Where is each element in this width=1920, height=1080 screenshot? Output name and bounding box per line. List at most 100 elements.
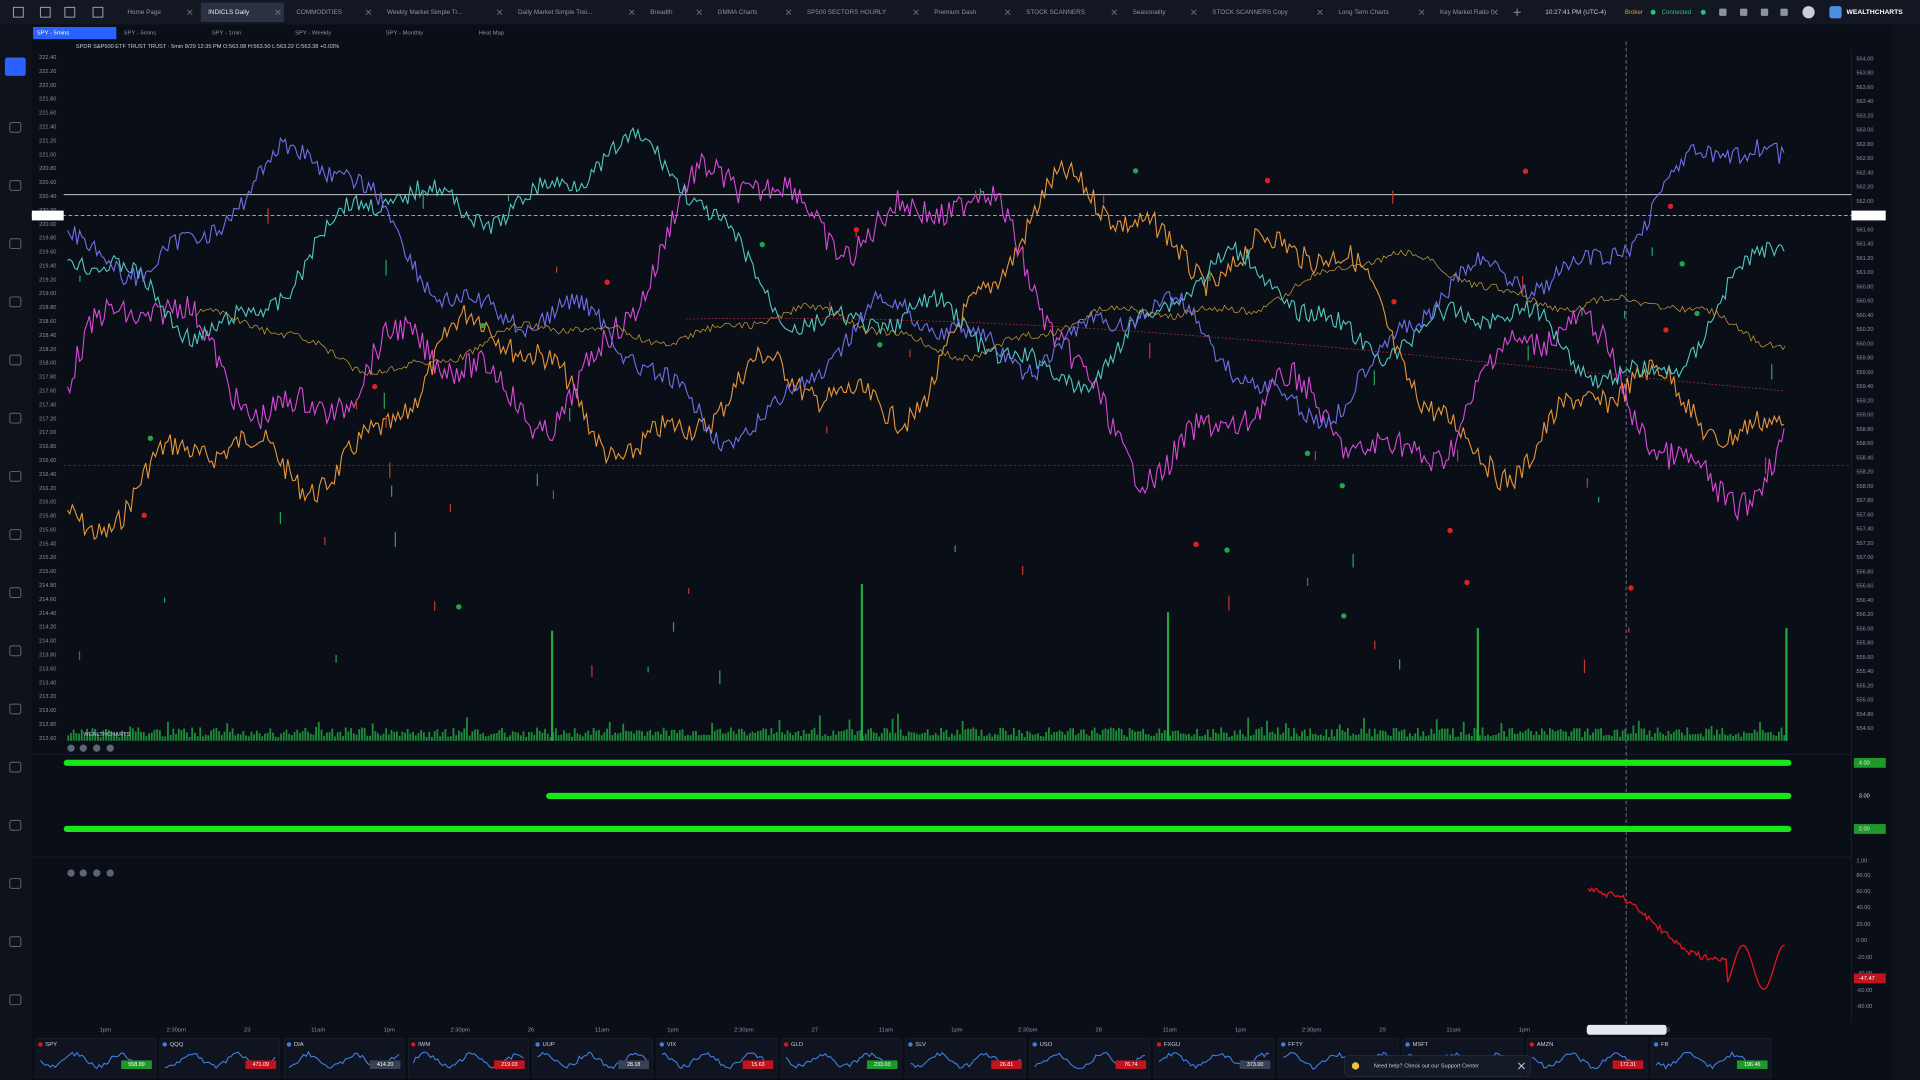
tab[interactable]: Breadth xyxy=(650,9,673,16)
candle xyxy=(569,407,571,422)
volume-bar xyxy=(1395,728,1398,741)
header-icon[interactable] xyxy=(1760,8,1769,16)
indicator-label: 3.00 xyxy=(1859,793,1870,799)
tab[interactable]: GMMA Charts xyxy=(718,9,758,16)
header-icon[interactable] xyxy=(1719,8,1727,16)
chart-tab[interactable]: SPY - Weekly xyxy=(295,31,331,37)
tab[interactable]: Premium Dash xyxy=(934,9,977,16)
volume-bar xyxy=(1452,728,1454,741)
tool-icon[interactable] xyxy=(9,529,22,540)
watchlist-cell[interactable] xyxy=(532,1038,653,1078)
tool-icon[interactable] xyxy=(9,819,22,831)
pane-control[interactable] xyxy=(93,744,101,752)
toolbar-icon[interactable] xyxy=(12,6,24,18)
candle xyxy=(267,208,269,224)
volume-bar xyxy=(404,732,406,741)
watch-price: 558.89 xyxy=(128,1062,144,1068)
pane-control[interactable] xyxy=(93,869,101,877)
chart-tab[interactable]: SPY - Monthly xyxy=(386,31,423,37)
header-icon[interactable] xyxy=(1740,8,1748,16)
right-price-label: 555.00 xyxy=(1856,698,1873,704)
volume-bar xyxy=(576,733,579,741)
watchlist-cell[interactable] xyxy=(1650,1038,1772,1078)
chart-tab[interactable]: SPY - 5mins xyxy=(37,31,70,37)
volume-bar xyxy=(544,728,546,741)
tool-icon[interactable] xyxy=(9,994,22,1006)
pane-control[interactable] xyxy=(79,869,87,877)
tab[interactable]: COMMODITIES xyxy=(296,9,342,16)
volume-bar xyxy=(476,729,479,741)
left-price-label: 217.40 xyxy=(39,402,56,408)
volume-spike xyxy=(1785,628,1788,741)
chart-tab[interactable]: SPY - 1min xyxy=(212,31,242,37)
watchlist-cell[interactable] xyxy=(283,1038,405,1078)
indicator-label-bg xyxy=(1853,757,1886,768)
tool-icon[interactable] xyxy=(9,238,22,250)
watchlist-cell[interactable] xyxy=(780,1038,902,1078)
help-popup[interactable] xyxy=(1344,1055,1531,1077)
volume-bar xyxy=(88,736,91,741)
tool-icon[interactable] xyxy=(9,354,22,366)
volume-bar xyxy=(721,733,724,741)
pane-control[interactable] xyxy=(79,744,87,752)
toolbar-icon[interactable] xyxy=(64,6,76,18)
volume-bar xyxy=(1322,735,1325,741)
tab[interactable]: Long Term Charts xyxy=(1338,9,1388,16)
tab[interactable]: SP500 SECTORS HOURLY xyxy=(807,9,887,16)
indicator-bar xyxy=(63,825,1792,833)
tab[interactable]: Daily Market Simple Trei... xyxy=(518,9,592,16)
volume-bar xyxy=(1651,736,1654,741)
watchlist-cell[interactable] xyxy=(1153,1038,1275,1078)
pane-control[interactable] xyxy=(106,869,114,877)
tool-icon[interactable] xyxy=(9,470,22,482)
volume-bar xyxy=(115,732,118,741)
watchlist-cell[interactable] xyxy=(35,1038,156,1078)
volume-bar xyxy=(1543,731,1546,741)
signal-dot xyxy=(1667,203,1674,209)
tab[interactable]: INDICLS Daily xyxy=(208,9,250,16)
volume-bar xyxy=(1381,730,1384,741)
avatar[interactable] xyxy=(1802,6,1815,19)
volume-bar xyxy=(641,731,643,741)
tab[interactable]: STOCK SCANNERS xyxy=(1026,9,1085,16)
volume-bar xyxy=(156,729,159,741)
tool-icon[interactable] xyxy=(9,296,22,308)
volume-bar xyxy=(1328,737,1330,741)
left-price-label: 213.40 xyxy=(39,680,56,686)
toolbar-icon[interactable] xyxy=(39,6,51,18)
sidebar-add[interactable] xyxy=(4,57,26,76)
volume-bar xyxy=(1320,734,1322,741)
tool-icon[interactable] xyxy=(9,761,22,773)
tool-icon[interactable] xyxy=(9,180,22,191)
volume-bar xyxy=(592,727,595,741)
toolbar-icon[interactable] xyxy=(92,6,104,18)
tab[interactable]: Key Market Ratio I xyxy=(1440,9,1493,16)
header-icon[interactable] xyxy=(1780,8,1788,16)
pane-control[interactable] xyxy=(106,744,114,752)
candle xyxy=(672,622,675,632)
tool-icon[interactable] xyxy=(9,412,22,424)
tool-icon[interactable] xyxy=(9,587,22,599)
volume-bar xyxy=(366,735,369,741)
tab[interactable]: STOCK SCANNERS Copy xyxy=(1212,9,1288,16)
tool-icon[interactable] xyxy=(9,703,22,715)
watchlist-cell[interactable] xyxy=(905,1038,1026,1078)
volume-bar xyxy=(686,734,689,741)
chart-tab[interactable]: SPY - 5mins xyxy=(124,31,157,37)
tool-icon[interactable] xyxy=(9,645,22,657)
tool-icon[interactable] xyxy=(9,878,22,889)
candle xyxy=(1586,478,1588,488)
tab[interactable]: Home Page xyxy=(127,9,161,16)
tab[interactable]: Seasonality xyxy=(1133,9,1167,16)
volume-bar xyxy=(506,737,509,741)
watchlist-cell[interactable] xyxy=(159,1038,281,1078)
volume-bar xyxy=(315,727,318,741)
candle xyxy=(394,532,396,547)
tool-icon[interactable] xyxy=(9,121,22,133)
pane-control[interactable] xyxy=(67,869,75,877)
tool-icon[interactable] xyxy=(9,936,22,948)
tab[interactable]: Weekly Market Simple Tr... xyxy=(387,9,463,16)
chart-tab[interactable]: Heat Map xyxy=(479,31,505,37)
pane-control[interactable] xyxy=(67,744,75,752)
volume-bar xyxy=(1759,722,1761,741)
